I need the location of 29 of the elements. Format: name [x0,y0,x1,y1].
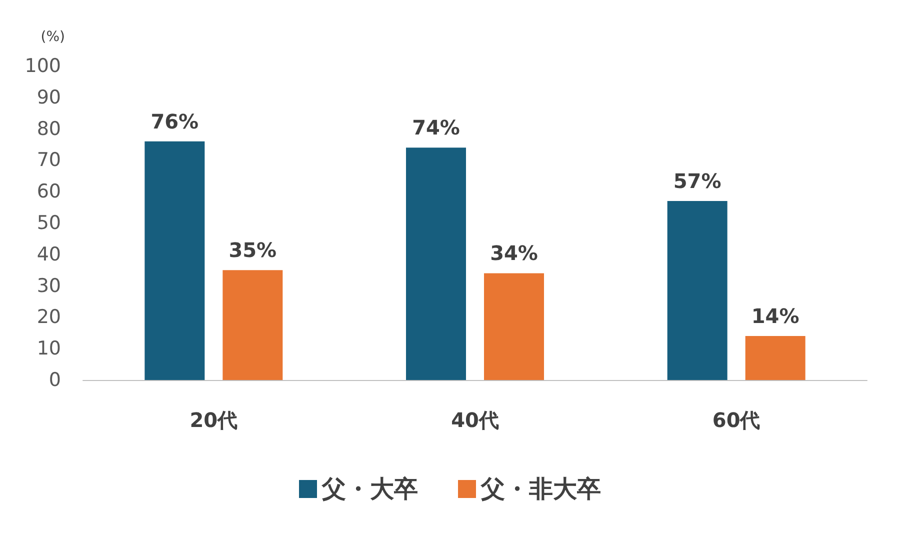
y-tick-label: 60 [36,180,61,203]
y-tick-label: 10 [36,338,61,360]
bar [222,270,283,380]
data-label: 14% [751,304,800,328]
bar [484,273,544,380]
y-tick-label: 100 [24,55,61,77]
bar [144,141,205,380]
bar [406,148,466,380]
y-tick-label: 30 [36,274,61,297]
y-tick-label: 90 [36,86,61,108]
y-tick-label: 50 [36,212,61,234]
y-tick-label: 20 [36,306,61,328]
y-tick-label: 40 [36,243,61,266]
x-tick-label: 20代 [190,408,238,432]
y-tick-label: 70 [36,149,61,172]
bar [667,201,728,380]
data-label: 35% [228,238,277,262]
y-tick-label: 0 [48,369,61,391]
y-tick-label: 80 [36,118,61,140]
legend-label: 父・非大卒 [480,475,601,503]
y-axis-title: (%) [40,29,65,45]
x-tick-label: 40代 [451,408,499,432]
data-label: 34% [490,241,538,266]
data-label: 74% [412,116,460,140]
x-tick-label: 60代 [712,408,760,432]
data-label: 57% [673,169,722,194]
legend-label: 父・大卒 [321,475,418,503]
data-label: 76% [150,109,199,134]
bar [745,336,806,380]
